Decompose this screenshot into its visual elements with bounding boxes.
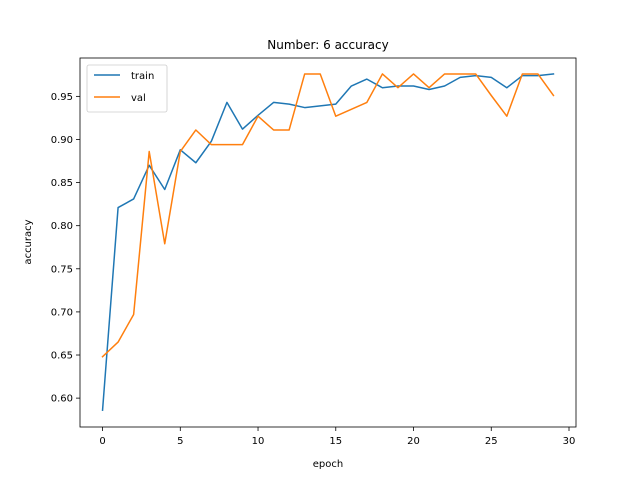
y-tick-label: 0.70 <box>51 307 73 318</box>
x-tick-label: 30 <box>563 436 576 447</box>
y-tick-label: 0.75 <box>51 264 73 275</box>
axes-frame <box>79 57 577 428</box>
legend: train val <box>86 64 168 113</box>
series-line-val <box>101 73 555 358</box>
x-tick-label: 15 <box>329 436 342 447</box>
y-tick-label: 0.85 <box>51 178 73 189</box>
x-axis-label: epoch <box>313 459 343 470</box>
legend-box <box>86 64 168 113</box>
chart-title: Number: 6 accuracy <box>267 38 388 52</box>
y-tick-label: 0.90 <box>51 135 73 146</box>
y-tick-label: 0.65 <box>51 351 73 362</box>
x-axis: 0 5 10 15 20 25 30 <box>99 427 575 447</box>
x-tick-label: 0 <box>99 436 105 447</box>
x-tick-label: 10 <box>252 436 265 447</box>
legend-label-train: train <box>131 71 154 82</box>
y-tick-label: 0.95 <box>51 92 73 103</box>
x-tick-label: 25 <box>485 436 498 447</box>
y-axis: 0.60 0.65 0.70 0.75 0.80 0.85 0.90 0.95 <box>51 92 80 405</box>
legend-label-val: val <box>131 93 146 104</box>
series-line-train <box>101 73 555 411</box>
series-group <box>101 73 555 411</box>
y-axis-label: accuracy <box>23 219 34 264</box>
y-tick-label: 0.80 <box>51 221 73 232</box>
y-tick-label: 0.60 <box>51 394 73 405</box>
x-tick-label: 20 <box>407 436 420 447</box>
x-tick-label: 5 <box>177 436 183 447</box>
